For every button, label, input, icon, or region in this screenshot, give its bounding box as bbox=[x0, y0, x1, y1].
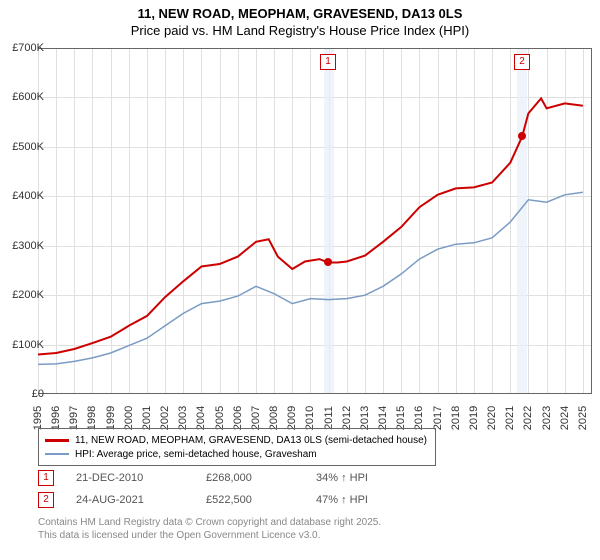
x-tick-label: 2024 bbox=[559, 406, 571, 430]
sales-row: 2 24-AUG-2021 £522,500 47% ↑ HPI bbox=[38, 490, 416, 510]
title-subtitle: Price paid vs. HM Land Registry's House … bbox=[0, 23, 600, 38]
attribution: Contains HM Land Registry data © Crown c… bbox=[38, 516, 381, 542]
x-tick-label: 2014 bbox=[377, 406, 389, 430]
x-tick-label: 2002 bbox=[159, 406, 171, 430]
x-tick-label: 2010 bbox=[304, 406, 316, 430]
x-tick-label: 2022 bbox=[522, 406, 534, 430]
x-tick-label: 2008 bbox=[268, 406, 280, 430]
x-tick-label: 2001 bbox=[141, 406, 153, 430]
x-tick-label: 1999 bbox=[105, 406, 117, 430]
series-price_paid bbox=[38, 98, 583, 354]
x-tick-label: 2004 bbox=[195, 406, 207, 430]
x-tick-label: 2015 bbox=[395, 406, 407, 430]
legend-label: 11, NEW ROAD, MEOPHAM, GRAVESEND, DA13 0… bbox=[75, 435, 427, 446]
x-tick-label: 2021 bbox=[504, 406, 516, 430]
title-block: 11, NEW ROAD, MEOPHAM, GRAVESEND, DA13 0… bbox=[0, 0, 600, 38]
chart-container: 11, NEW ROAD, MEOPHAM, GRAVESEND, DA13 0… bbox=[0, 0, 600, 560]
legend: 11, NEW ROAD, MEOPHAM, GRAVESEND, DA13 0… bbox=[38, 428, 436, 466]
x-tick-label: 2016 bbox=[413, 406, 425, 430]
x-tick-label: 2017 bbox=[432, 406, 444, 430]
sale-marker-flag: 1 bbox=[320, 54, 336, 70]
legend-item: 11, NEW ROAD, MEOPHAM, GRAVESEND, DA13 0… bbox=[45, 433, 427, 447]
x-tick-label: 1998 bbox=[86, 406, 98, 430]
x-tick-label: 2000 bbox=[123, 406, 135, 430]
legend-item: HPI: Average price, semi-detached house,… bbox=[45, 447, 427, 461]
sale-marker-dot bbox=[324, 258, 332, 266]
x-tick-label: 2013 bbox=[359, 406, 371, 430]
sale-marker-dot bbox=[518, 132, 526, 140]
title-address: 11, NEW ROAD, MEOPHAM, GRAVESEND, DA13 0… bbox=[0, 6, 600, 21]
sale-marker-icon: 1 bbox=[38, 470, 54, 486]
x-tick-label: 1997 bbox=[68, 406, 80, 430]
x-tick-label: 2019 bbox=[468, 406, 480, 430]
x-tick-label: 2005 bbox=[214, 406, 226, 430]
legend-label: HPI: Average price, semi-detached house,… bbox=[75, 449, 317, 460]
sale-price: £268,000 bbox=[206, 472, 316, 484]
sale-date: 21-DEC-2010 bbox=[76, 472, 206, 484]
attribution-line: Contains HM Land Registry data © Crown c… bbox=[38, 516, 381, 529]
legend-swatch bbox=[45, 439, 69, 442]
sale-date: 24-AUG-2021 bbox=[76, 494, 206, 506]
x-tick-label: 2020 bbox=[486, 406, 498, 430]
x-tick-label: 1995 bbox=[32, 406, 44, 430]
series-hpi bbox=[38, 192, 583, 364]
x-tick-label: 2003 bbox=[177, 406, 189, 430]
sales-table: 1 21-DEC-2010 £268,000 34% ↑ HPI 2 24-AU… bbox=[38, 468, 416, 512]
x-tick-label: 2023 bbox=[541, 406, 553, 430]
x-tick-label: 2006 bbox=[232, 406, 244, 430]
sale-marker-icon: 2 bbox=[38, 492, 54, 508]
x-tick-label: 2012 bbox=[341, 406, 353, 430]
sale-marker-flag: 2 bbox=[514, 54, 530, 70]
attribution-line: This data is licensed under the Open Gov… bbox=[38, 529, 381, 542]
x-tick-label: 2007 bbox=[250, 406, 262, 430]
plot-area bbox=[38, 48, 592, 394]
x-tick-label: 2025 bbox=[577, 406, 589, 430]
sale-price: £522,500 bbox=[206, 494, 316, 506]
sale-hpi: 47% ↑ HPI bbox=[316, 494, 416, 506]
sale-hpi: 34% ↑ HPI bbox=[316, 472, 416, 484]
sales-row: 1 21-DEC-2010 £268,000 34% ↑ HPI bbox=[38, 468, 416, 488]
x-tick-label: 2011 bbox=[323, 406, 335, 430]
x-tick-label: 1996 bbox=[50, 406, 62, 430]
x-tick-label: 2009 bbox=[286, 406, 298, 430]
line-series-svg bbox=[38, 49, 592, 395]
x-tick-label: 2018 bbox=[450, 406, 462, 430]
legend-swatch bbox=[45, 453, 69, 455]
